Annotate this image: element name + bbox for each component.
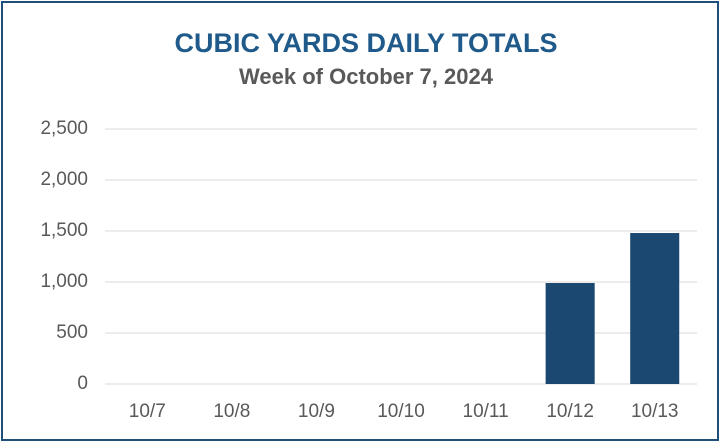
y-tick-label: 2,500	[40, 118, 88, 139]
y-tick-label: 0	[77, 373, 88, 394]
y-tick-label: 1,500	[40, 220, 88, 241]
bar	[630, 233, 680, 384]
y-tick-label: 500	[56, 322, 88, 343]
chart-title: CUBIC YARDS DAILY TOTALS	[174, 28, 557, 58]
x-tick-label: 10/10	[377, 401, 425, 422]
chart-subtitle: Week of October 7, 2024	[239, 64, 494, 89]
y-tick-label: 1,000	[40, 271, 88, 292]
x-tick-label: 10/13	[631, 401, 679, 422]
x-tick-label: 10/8	[213, 401, 250, 422]
x-tick-label: 10/9	[298, 401, 335, 422]
x-tick-label: 10/12	[546, 401, 594, 422]
y-tick-label: 2,000	[40, 169, 88, 190]
x-tick-label: 10/7	[129, 401, 166, 422]
bar	[545, 283, 595, 384]
x-tick-label: 10/11	[463, 401, 509, 422]
